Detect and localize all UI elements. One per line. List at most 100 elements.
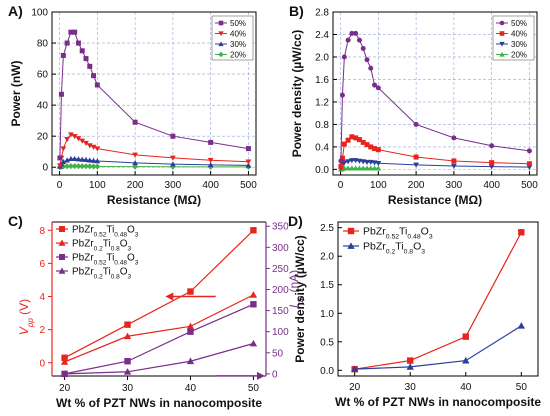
data-point [64, 163, 71, 170]
series-30pct [57, 155, 252, 169]
data-point [123, 332, 132, 340]
y-right-tick-label: 350 [272, 222, 289, 233]
legend-label: PbZr0.52Ti0.48O3 [72, 225, 139, 239]
y-tick-label: 2.5 [320, 223, 334, 234]
data-point [186, 322, 195, 330]
data-point [518, 229, 525, 236]
data-point [72, 29, 78, 35]
data-point [489, 143, 495, 149]
data-point [79, 48, 85, 54]
data-point [338, 164, 344, 170]
data-point [87, 63, 93, 69]
data-point [58, 91, 64, 97]
data-point [364, 142, 370, 148]
data-point [352, 165, 359, 171]
data-point [360, 165, 367, 171]
y-tick-label: 2.0 [315, 52, 329, 63]
data-point [64, 40, 70, 46]
data-point [132, 160, 138, 166]
data-point [407, 357, 414, 364]
data-point [356, 165, 363, 171]
data-point [132, 152, 138, 158]
series-4 [60, 339, 258, 377]
y-tick-label: 1.5 [320, 280, 334, 291]
data-point [349, 134, 355, 140]
data-point [64, 137, 70, 143]
x-tick-label: 100 [370, 180, 387, 191]
legend-label: 20% [511, 51, 527, 60]
data-point [360, 139, 366, 145]
x-axis-label: Resistance (MΩ) [107, 193, 201, 207]
series-line [64, 342, 254, 375]
data-point [413, 162, 419, 168]
panel-label: D) [288, 213, 303, 229]
data-point [94, 146, 101, 152]
x-axis-label: Wt % of PZT NWs in nanocomposite [335, 395, 541, 409]
data-point [187, 328, 194, 335]
y-tick-label: 0.5 [320, 337, 334, 348]
x-tick-label: 0 [57, 180, 63, 191]
y-tick-label: 0.0 [320, 366, 334, 377]
data-point [250, 227, 257, 234]
y-tick-label: 1.0 [320, 309, 334, 320]
data-point [67, 163, 74, 170]
legend-marker [499, 41, 505, 47]
x-tick-label: 500 [521, 180, 538, 191]
data-point [489, 160, 495, 166]
data-point [360, 46, 366, 52]
data-point [339, 155, 345, 161]
data-point [124, 358, 131, 365]
y-tick-label: 1.2 [315, 97, 329, 108]
chart-panel-c: C) 20 30 40 50 0 2 4 6 8 0 50 100 150 200 250 300 350 PbZr… [8, 213, 305, 410]
chart-panel-b: B) 0 100 200 300 400 500 0.0 0.4 0.8 1.2 1.6 2.0 2.4 2… [289, 3, 538, 207]
data-point [75, 40, 81, 46]
data-point [68, 29, 74, 35]
data-point [75, 136, 82, 142]
data-point [364, 57, 370, 63]
x-tick-label: 200 [408, 180, 425, 191]
data-point [249, 339, 258, 347]
x-tick-label: 50 [248, 383, 260, 394]
data-point [86, 157, 93, 163]
legend-label: PbZr0.52Ti0.48O3 [72, 253, 139, 267]
x-tick-label: 40 [185, 383, 197, 394]
x-tick-label: 30 [122, 383, 134, 394]
y-left-tick-label: 4 [39, 292, 45, 303]
y-tick-label: 0.8 [315, 120, 329, 131]
y-left-tick-label: 2 [39, 325, 45, 336]
y-right-tick-label: 0 [272, 369, 278, 380]
x-tick-label: 400 [483, 180, 500, 191]
series-line [64, 303, 254, 375]
data-point [451, 158, 457, 164]
legend-label: PbZr0.2Ti0.8O3 [72, 267, 132, 281]
data-point [208, 139, 214, 145]
series-line [64, 229, 254, 359]
data-point [526, 161, 532, 167]
data-point [451, 163, 457, 169]
y-left-axis-label: Vpp (V) [17, 299, 35, 335]
data-point [83, 163, 89, 170]
x-tick-label: 100 [89, 180, 106, 191]
data-point [86, 163, 93, 170]
data-point [187, 288, 194, 295]
data-point [350, 365, 359, 373]
series-line [340, 32, 530, 161]
y-tick-label: 0 [42, 163, 48, 174]
data-point [170, 155, 176, 161]
data-point [86, 143, 93, 149]
data-point [94, 163, 101, 170]
data-point [79, 163, 86, 170]
legend-label: PbZr0.2Ti0.8O3 [363, 241, 425, 256]
data-point [60, 358, 69, 365]
data-point [57, 155, 63, 161]
y-right-tick-label: 150 [272, 306, 289, 317]
data-point [367, 165, 374, 171]
arrow-right-head [257, 371, 265, 380]
y-right-tick-label: 200 [272, 285, 289, 296]
data-point [207, 158, 214, 164]
data-point [364, 159, 370, 165]
data-point [413, 154, 419, 160]
y-tick-label: 40 [37, 101, 49, 112]
y-axis-label: Power (nW) [9, 61, 23, 127]
